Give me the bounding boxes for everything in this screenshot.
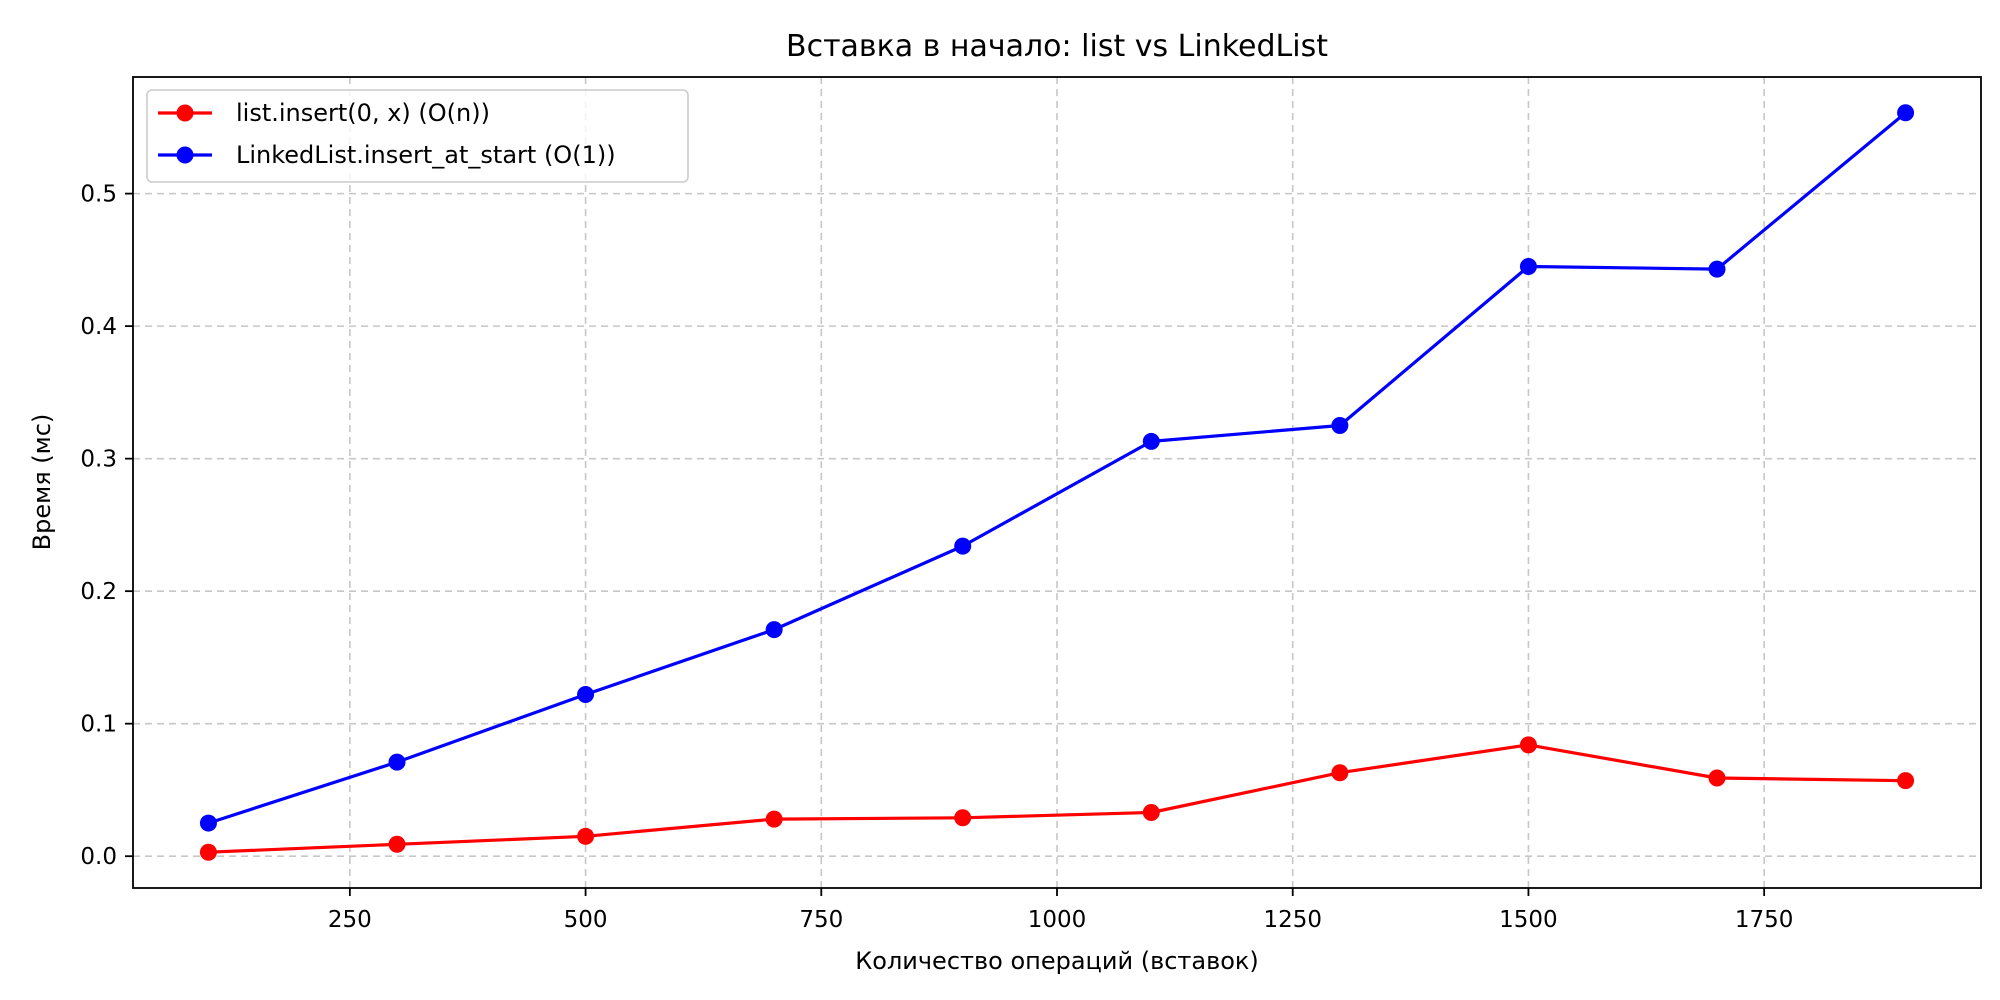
data-point xyxy=(954,537,972,555)
legend-box xyxy=(146,89,689,183)
legend-label: LinkedList.insert_at_start (O(1)) xyxy=(236,141,616,169)
legend-marker xyxy=(176,104,194,122)
series-line xyxy=(208,743,1906,854)
x-tick-label: 500 xyxy=(564,907,608,933)
series-1 xyxy=(199,736,1915,861)
y-tick-label: 0.2 xyxy=(80,579,117,605)
legend: list.insert(0, x) (O(n)) LinkedList.inser… xyxy=(146,89,689,183)
data-point xyxy=(577,827,595,845)
y-tick-label: 0.0 xyxy=(80,844,117,870)
axis-ticks: 250 500 750 1000 1250 1500 1750 0.0 0.1 0.2 0.3 0.4… xyxy=(80,182,1793,933)
x-tick-label: 1000 xyxy=(1028,907,1087,933)
legend-marker xyxy=(176,146,194,164)
series-line xyxy=(207,111,1907,825)
data-point xyxy=(1897,104,1915,122)
y-tick-label: 0.3 xyxy=(80,447,117,473)
data-point xyxy=(1519,257,1537,275)
chart-title: Вставка в начало: list vs LinkedList xyxy=(786,29,1328,64)
data-point xyxy=(1519,736,1537,754)
data-point xyxy=(388,753,406,771)
legend-item: list.insert(0, x) (O(n)) xyxy=(158,99,490,127)
data-point xyxy=(388,835,406,853)
x-tick-label: 1250 xyxy=(1263,907,1322,933)
legend-label: list.insert(0, x) (O(n)) xyxy=(236,99,490,127)
data-point xyxy=(765,810,783,828)
data-point xyxy=(1331,764,1349,782)
data-point xyxy=(1142,803,1160,821)
data-point xyxy=(199,843,217,861)
series-layer xyxy=(199,104,1915,861)
y-tick-label: 0.5 xyxy=(80,182,117,208)
y-tick-label: 0.4 xyxy=(80,314,117,340)
x-axis-label: Количество операций (вставок) xyxy=(855,947,1259,975)
y-tick-label: 0.1 xyxy=(80,712,117,738)
data-point xyxy=(577,686,595,704)
data-point xyxy=(954,809,972,827)
data-point xyxy=(199,814,217,832)
x-tick-label: 750 xyxy=(799,907,843,933)
data-point xyxy=(1331,417,1349,435)
data-point xyxy=(1708,769,1726,787)
series-2 xyxy=(199,104,1915,832)
x-tick-label: 250 xyxy=(328,907,372,933)
data-point xyxy=(1142,432,1160,450)
data-point xyxy=(1708,260,1726,278)
data-point xyxy=(765,621,783,639)
y-axis-label: Время (мс) xyxy=(28,414,56,551)
legend-item: LinkedList.insert_at_start (O(1)) xyxy=(158,141,616,169)
x-tick-label: 1500 xyxy=(1499,907,1558,933)
grid-lines xyxy=(133,77,1981,888)
x-tick-label: 1750 xyxy=(1735,907,1794,933)
data-point xyxy=(1897,772,1915,790)
